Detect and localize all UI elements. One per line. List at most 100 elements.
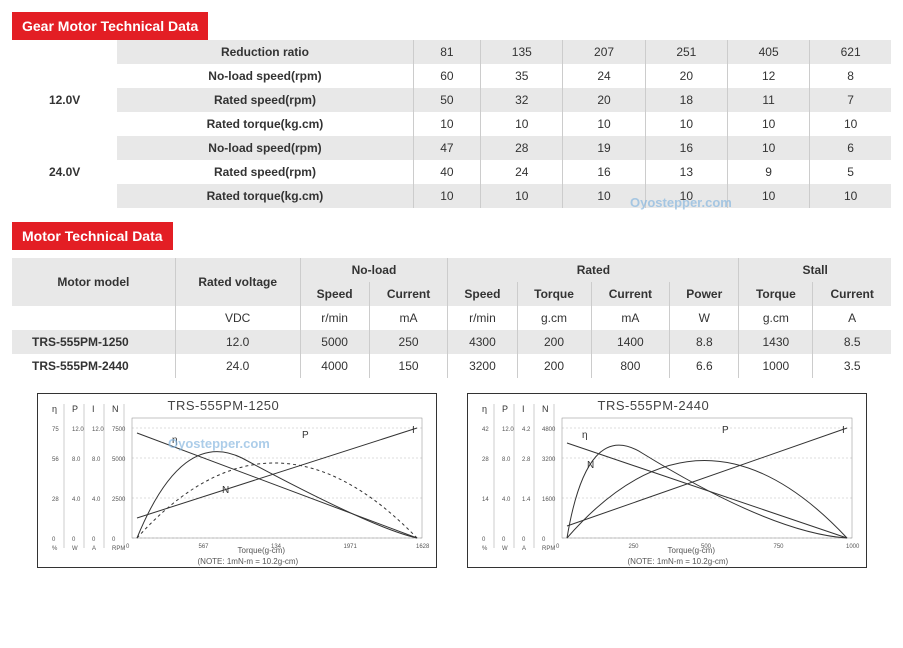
svg-text:567: 567: [198, 544, 209, 550]
svg-text:3200: 3200: [542, 457, 556, 463]
value-cell: 13: [645, 160, 727, 184]
svg-text:P: P: [722, 425, 729, 436]
value-cell: 250: [369, 330, 448, 354]
ratio-val: 621: [810, 40, 891, 64]
voltage-cell: 24.0V: [12, 136, 117, 208]
svg-text:12.0: 12.0: [502, 427, 514, 433]
unit-cell: g.cm: [517, 306, 591, 330]
charts-row: TRS-555PM-1250ηPIN0000284.04.02500568.08…: [12, 393, 891, 568]
value-cell: 3.5: [813, 354, 891, 378]
value-cell: 47: [413, 136, 480, 160]
gear-row: Rated torque(kg.cm)101010101010: [12, 112, 891, 136]
value-cell: 24: [481, 160, 563, 184]
gear-row: Rated speed(rpm)4024161395: [12, 160, 891, 184]
value-cell: 20: [563, 88, 645, 112]
motor-row: TRS-555PM-125012.05000250430020014008.81…: [12, 330, 891, 354]
svg-text:0: 0: [522, 537, 526, 543]
value-cell: 10: [413, 184, 480, 208]
chart-note: (NOTE: 1mN-m = 10.2g-cm): [628, 557, 729, 566]
svg-text:4800: 4800: [542, 427, 556, 433]
motor-section: Motor Technical Data Motor model Rated v…: [12, 222, 891, 378]
col-voltage: Rated voltage: [175, 258, 300, 306]
svg-text:η: η: [582, 430, 588, 441]
svg-text:4.0: 4.0: [92, 497, 101, 503]
col-rated: Rated: [448, 258, 739, 282]
unit-cell: mA: [369, 306, 448, 330]
value-cell: 32: [481, 88, 563, 112]
value-cell: 35: [481, 64, 563, 88]
value-cell: 16: [645, 136, 727, 160]
value-cell: 12.0: [175, 330, 300, 354]
svg-text:RPM: RPM: [112, 546, 125, 552]
svg-text:7500: 7500: [112, 427, 126, 433]
value-cell: 10: [727, 136, 809, 160]
value-cell: 10: [727, 184, 809, 208]
gear-motor-section: Gear Motor Technical Data Reduction rati…: [12, 12, 891, 208]
value-cell: 10: [810, 112, 891, 136]
value-cell: 10: [810, 184, 891, 208]
curve-I: [567, 428, 847, 526]
voltage-cell: 12.0V: [12, 64, 117, 136]
svg-text:750: 750: [773, 544, 784, 550]
svg-text:P: P: [72, 404, 78, 414]
value-cell: 10: [645, 112, 727, 136]
value-cell: 10: [563, 112, 645, 136]
value-cell: 9: [727, 160, 809, 184]
svg-text:1628: 1628: [416, 544, 430, 550]
chart-xlabel: Torque(g-cm): [668, 546, 716, 555]
unit-cell: W: [670, 306, 739, 330]
svg-text:I: I: [522, 404, 525, 414]
curve-P: [567, 461, 847, 539]
svg-text:1.4: 1.4: [522, 497, 531, 503]
value-cell: 28: [481, 136, 563, 160]
value-cell: 10: [563, 184, 645, 208]
svg-text:N: N: [112, 404, 119, 414]
value-cell: 5: [810, 160, 891, 184]
unit-cell: A: [813, 306, 891, 330]
svg-text:0: 0: [502, 537, 506, 543]
value-cell: 19: [563, 136, 645, 160]
col-model: Motor model: [12, 258, 175, 306]
svg-text:56: 56: [52, 457, 59, 463]
model-cell: TRS-555PM-2440: [12, 354, 175, 378]
unit-cell: r/min: [300, 306, 369, 330]
gear-row: 24.0VNo-load speed(rpm)47281916106: [12, 136, 891, 160]
param-cell: Rated torque(kg.cm): [117, 184, 413, 208]
svg-text:η: η: [172, 435, 178, 446]
svg-text:0: 0: [482, 537, 486, 543]
svg-text:A: A: [92, 546, 96, 552]
unit-cell: r/min: [448, 306, 517, 330]
svg-text:W: W: [72, 546, 78, 552]
ratio-val: 405: [727, 40, 809, 64]
gear-row: Rated speed(rpm)50322018117: [12, 88, 891, 112]
motor-group-header-row: Motor model Rated voltage No-load Rated …: [12, 258, 891, 282]
curve-N: [137, 433, 417, 538]
value-cell: 150: [369, 354, 448, 378]
svg-text:1000: 1000: [846, 544, 860, 550]
unit-cell: VDC: [175, 306, 300, 330]
svg-text:75: 75: [52, 427, 59, 433]
value-cell: 7: [810, 88, 891, 112]
svg-text:N: N: [222, 485, 229, 496]
col-noload: No-load: [300, 258, 448, 282]
value-cell: 10: [413, 112, 480, 136]
svg-text:4.2: 4.2: [522, 427, 531, 433]
unit-cell: [12, 306, 175, 330]
unit-cell: mA: [591, 306, 670, 330]
value-cell: 6.6: [670, 354, 739, 378]
reduction-ratio-label: Reduction ratio: [117, 40, 413, 64]
sub-header: Speed: [300, 282, 369, 306]
chart-svg: ηPIN0000144.01.41600288.02.832004212.04.…: [472, 398, 864, 566]
motor-table: Motor model Rated voltage No-load Rated …: [12, 258, 891, 378]
chart-note: (NOTE: 1mN-m = 10.2g-cm): [198, 557, 299, 566]
param-cell: No-load speed(rpm): [117, 64, 413, 88]
svg-text:P: P: [502, 404, 508, 414]
value-cell: 1430: [739, 330, 813, 354]
ratio-val: 251: [645, 40, 727, 64]
svg-text:%: %: [52, 546, 58, 552]
value-cell: 60: [413, 64, 480, 88]
svg-text:I: I: [92, 404, 95, 414]
value-cell: 16: [563, 160, 645, 184]
value-cell: 3200: [448, 354, 517, 378]
svg-text:I: I: [842, 425, 845, 436]
